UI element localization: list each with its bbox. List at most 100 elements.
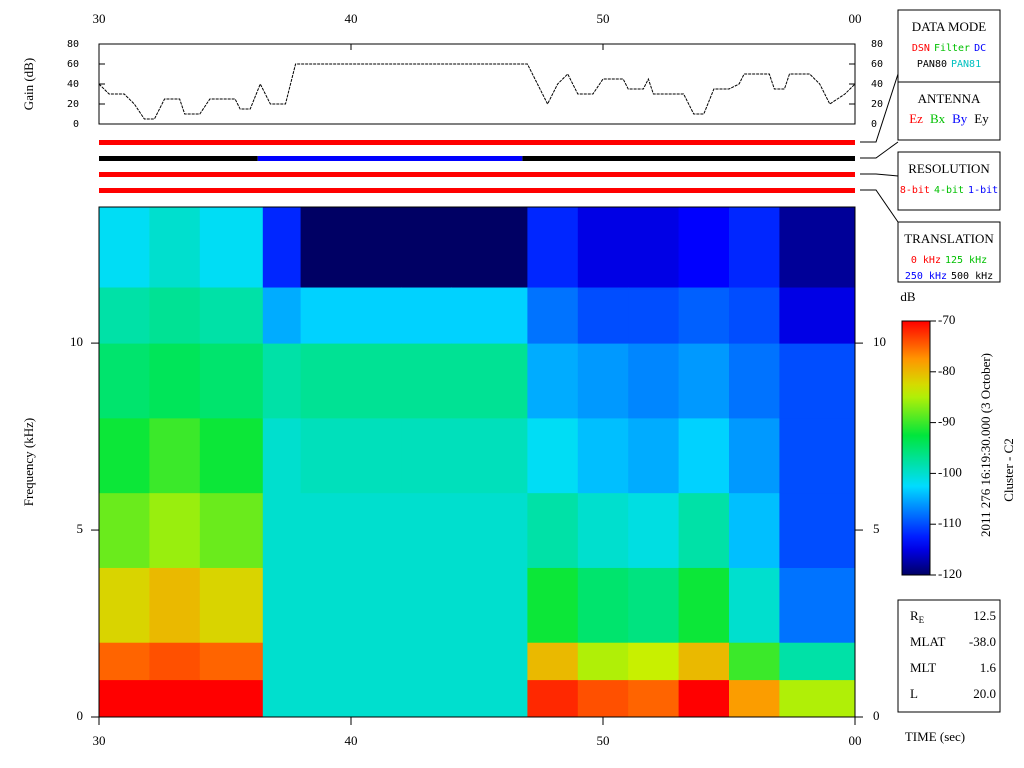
- connector: [860, 173, 899, 177]
- x-tick-label: 50: [597, 11, 610, 26]
- heatmap-cell: [451, 207, 528, 288]
- heatmap-cell: [451, 492, 528, 568]
- heatmap-cell: [451, 642, 528, 681]
- legend-item: 0 kHz: [911, 255, 941, 266]
- legend-box: [897, 221, 1001, 283]
- heatmap-cell: [678, 492, 730, 568]
- heatmap-cell: [729, 287, 780, 344]
- heatmap-cell: [451, 287, 528, 344]
- heatmap-cell: [300, 492, 352, 568]
- heatmap-cell: [99, 642, 150, 681]
- gain-line: [98, 63, 856, 120]
- heatmap-cell: [729, 567, 780, 643]
- y-tick-label: 20: [871, 99, 883, 110]
- heatmap-cell: [199, 567, 264, 643]
- heatmap-cell: [779, 492, 856, 568]
- heatmap-cell: [262, 417, 302, 494]
- x-tick-label: 00: [849, 11, 862, 26]
- legend-item: 250 kHz: [905, 271, 947, 282]
- legend-box: [897, 151, 1001, 211]
- colorbar-tick-label: -100: [938, 464, 962, 479]
- info-label-sub: E: [919, 615, 925, 625]
- heatmap-cell: [678, 207, 730, 288]
- heatmap-cell: [577, 343, 629, 419]
- side-text: 2011 276 16:19:30.000 (3 October): [978, 353, 993, 537]
- heatmap-cell: [628, 567, 680, 643]
- heatmap-cell: [628, 417, 680, 494]
- heatmap-cell: [527, 679, 579, 718]
- heatmap-cell: [678, 287, 730, 344]
- legend-item: 4-bit: [934, 185, 964, 196]
- x-tick-label: 30: [93, 11, 106, 26]
- heatmap-cell: [300, 417, 352, 494]
- heatmap-cell: [99, 207, 150, 288]
- heatmap-cell: [149, 343, 201, 419]
- heatmap-cell: [99, 567, 150, 643]
- info-label-text: L: [910, 686, 918, 701]
- gain-label: Gain (dB): [21, 58, 36, 110]
- legend-row: 8-bit 4-bit 1-bit: [900, 185, 998, 196]
- connector: [860, 73, 899, 143]
- heatmap-cell: [199, 343, 264, 419]
- heatmap-cell: [577, 567, 629, 643]
- legend-item: DSN: [912, 43, 930, 54]
- heatmap-cell: [779, 679, 856, 718]
- gain-frame: [98, 43, 856, 125]
- heatmap-cell: [401, 287, 453, 344]
- spec-frame: [98, 206, 856, 718]
- heatmap-cell: [729, 417, 780, 494]
- heatmap-cell: [99, 287, 150, 344]
- heatmap-cell: [729, 642, 780, 681]
- info-box: [897, 599, 1001, 713]
- y-tick-label: 10: [70, 334, 83, 349]
- heatmap-cell: [149, 207, 201, 288]
- x-tick-label: 00: [849, 733, 862, 748]
- info-label-text: MLT: [910, 660, 936, 675]
- heatmap-cell: [729, 207, 780, 288]
- x-tick-label: 30: [93, 733, 106, 748]
- heatmap-cell: [527, 417, 579, 494]
- x-tick-label: 40: [345, 733, 358, 748]
- heatmap-cell: [199, 642, 264, 681]
- connectors: [860, 73, 899, 223]
- connector: [860, 141, 899, 159]
- x-tick-label: 50: [597, 733, 610, 748]
- legend-item: 1-bit: [968, 185, 998, 196]
- colorbar-tick-label: -110: [938, 515, 961, 530]
- heatmap-cell: [300, 343, 352, 419]
- heatmap-cell: [99, 679, 150, 718]
- heatmap-cell: [577, 492, 629, 568]
- heatmap-cell: [199, 417, 264, 494]
- y-tick-label: 40: [67, 79, 79, 90]
- heatmap-cell: [300, 567, 352, 643]
- heatmap-cell: [401, 642, 453, 681]
- heatmap-cell: [99, 492, 150, 568]
- heatmap-cell: [199, 492, 264, 568]
- heatmap-cell: [577, 679, 629, 718]
- heatmap-cell: [577, 642, 629, 681]
- heatmap-cell: [401, 343, 453, 419]
- heatmap-cell: [262, 207, 302, 288]
- side-text: Cluster - C2: [1001, 438, 1016, 502]
- status-bar: [522, 156, 855, 161]
- info-value: 12.5: [973, 608, 996, 623]
- heatmap-cell: [149, 642, 201, 681]
- legend-box: [897, 81, 1001, 141]
- y-tick-label: 0: [77, 708, 84, 723]
- legend-box-title: RESOLUTION: [908, 161, 990, 176]
- colorbar-title: dB: [900, 289, 916, 304]
- heatmap-cell: [577, 417, 629, 494]
- y-tick-label: 80: [871, 39, 883, 50]
- heatmap-cell: [262, 492, 302, 568]
- heatmap-cell: [527, 642, 579, 681]
- colorbar-tick-label: -120: [938, 566, 962, 581]
- heatmap-cell: [300, 207, 352, 288]
- heatmap-cell: [527, 287, 579, 344]
- info-value: 1.6: [980, 660, 997, 675]
- connector: [860, 189, 899, 223]
- heatmap-cell: [351, 207, 402, 288]
- legend-item: By: [952, 111, 968, 126]
- colorbar-tick-label: -90: [938, 414, 955, 429]
- y-tick-label: 60: [871, 59, 883, 70]
- heatmap-cell: [729, 343, 780, 419]
